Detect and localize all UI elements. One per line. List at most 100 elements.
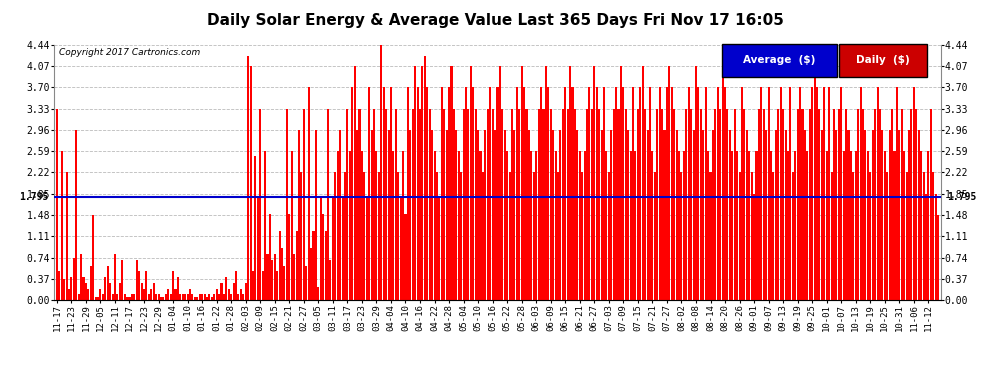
Bar — [261, 271, 263, 300]
Bar — [457, 151, 459, 300]
Bar — [492, 109, 494, 300]
Bar — [784, 130, 787, 300]
Bar — [566, 109, 568, 300]
Bar — [460, 172, 462, 300]
Bar — [489, 87, 491, 300]
Bar — [814, 66, 816, 300]
Bar — [455, 130, 457, 300]
Bar — [741, 87, 743, 300]
Bar — [591, 109, 593, 300]
Bar — [351, 87, 353, 300]
Bar — [509, 172, 511, 300]
Bar — [755, 151, 757, 300]
Bar — [107, 266, 109, 300]
Bar — [673, 109, 675, 300]
Bar — [536, 151, 538, 300]
Bar — [494, 130, 496, 300]
Bar — [678, 151, 680, 300]
Bar — [114, 254, 116, 300]
Bar — [564, 87, 566, 300]
Bar — [248, 56, 249, 300]
Bar — [518, 109, 521, 300]
Bar — [487, 109, 489, 300]
Bar — [104, 277, 106, 300]
Bar — [157, 294, 159, 300]
Bar — [344, 172, 346, 300]
Bar — [668, 66, 670, 300]
Bar — [925, 194, 927, 300]
Bar — [745, 130, 747, 300]
Bar — [318, 287, 320, 300]
Bar — [373, 109, 375, 300]
Bar — [576, 130, 578, 300]
Bar — [702, 130, 704, 300]
Bar — [792, 172, 794, 300]
Bar — [637, 109, 639, 300]
Bar — [732, 151, 734, 300]
Bar — [308, 87, 310, 300]
Bar — [196, 297, 198, 300]
Bar — [412, 109, 414, 300]
Bar — [134, 294, 136, 300]
Bar — [119, 283, 121, 300]
Bar — [533, 172, 535, 300]
Bar — [139, 271, 141, 300]
Bar — [543, 109, 545, 300]
Bar — [666, 87, 668, 300]
Bar — [221, 283, 223, 300]
Bar — [182, 294, 184, 300]
Bar — [117, 294, 119, 300]
Bar — [467, 109, 469, 300]
Bar — [310, 248, 312, 300]
Bar — [824, 87, 826, 300]
Bar — [167, 288, 169, 300]
FancyBboxPatch shape — [839, 44, 928, 77]
Text: Daily Solar Energy & Average Value Last 365 Days Fri Nov 17 16:05: Daily Solar Energy & Average Value Last … — [207, 13, 783, 28]
Bar — [651, 151, 653, 300]
Bar — [322, 214, 324, 300]
Bar — [889, 130, 891, 300]
Bar — [477, 130, 479, 300]
Bar — [90, 266, 92, 300]
Bar — [871, 130, 874, 300]
Bar — [549, 109, 551, 300]
Bar — [346, 109, 348, 300]
Bar — [436, 172, 438, 300]
Bar — [893, 151, 896, 300]
Bar — [729, 130, 731, 300]
Bar — [387, 130, 389, 300]
Bar — [598, 109, 600, 300]
Bar — [136, 260, 138, 300]
Bar — [828, 87, 831, 300]
Bar — [891, 109, 893, 300]
Bar — [174, 288, 176, 300]
Bar — [588, 87, 590, 300]
Bar — [452, 109, 455, 300]
Bar — [854, 151, 856, 300]
Bar — [169, 294, 171, 300]
Bar — [717, 87, 719, 300]
Bar — [841, 87, 842, 300]
Bar — [179, 294, 181, 300]
Bar — [256, 196, 258, 300]
Bar — [762, 109, 765, 300]
Bar — [809, 109, 811, 300]
Bar — [765, 130, 767, 300]
Bar — [715, 109, 717, 300]
Bar — [849, 151, 852, 300]
Bar — [199, 294, 201, 300]
Bar — [683, 151, 685, 300]
Bar — [177, 277, 179, 300]
Bar — [628, 130, 630, 300]
Bar — [226, 277, 228, 300]
Bar — [625, 109, 627, 300]
Bar — [484, 130, 486, 300]
Bar — [124, 294, 126, 300]
Bar — [448, 87, 450, 300]
Bar — [160, 297, 162, 300]
Bar — [340, 130, 342, 300]
Bar — [470, 66, 472, 300]
Bar — [797, 109, 799, 300]
Bar — [593, 66, 595, 300]
Bar — [867, 151, 869, 300]
